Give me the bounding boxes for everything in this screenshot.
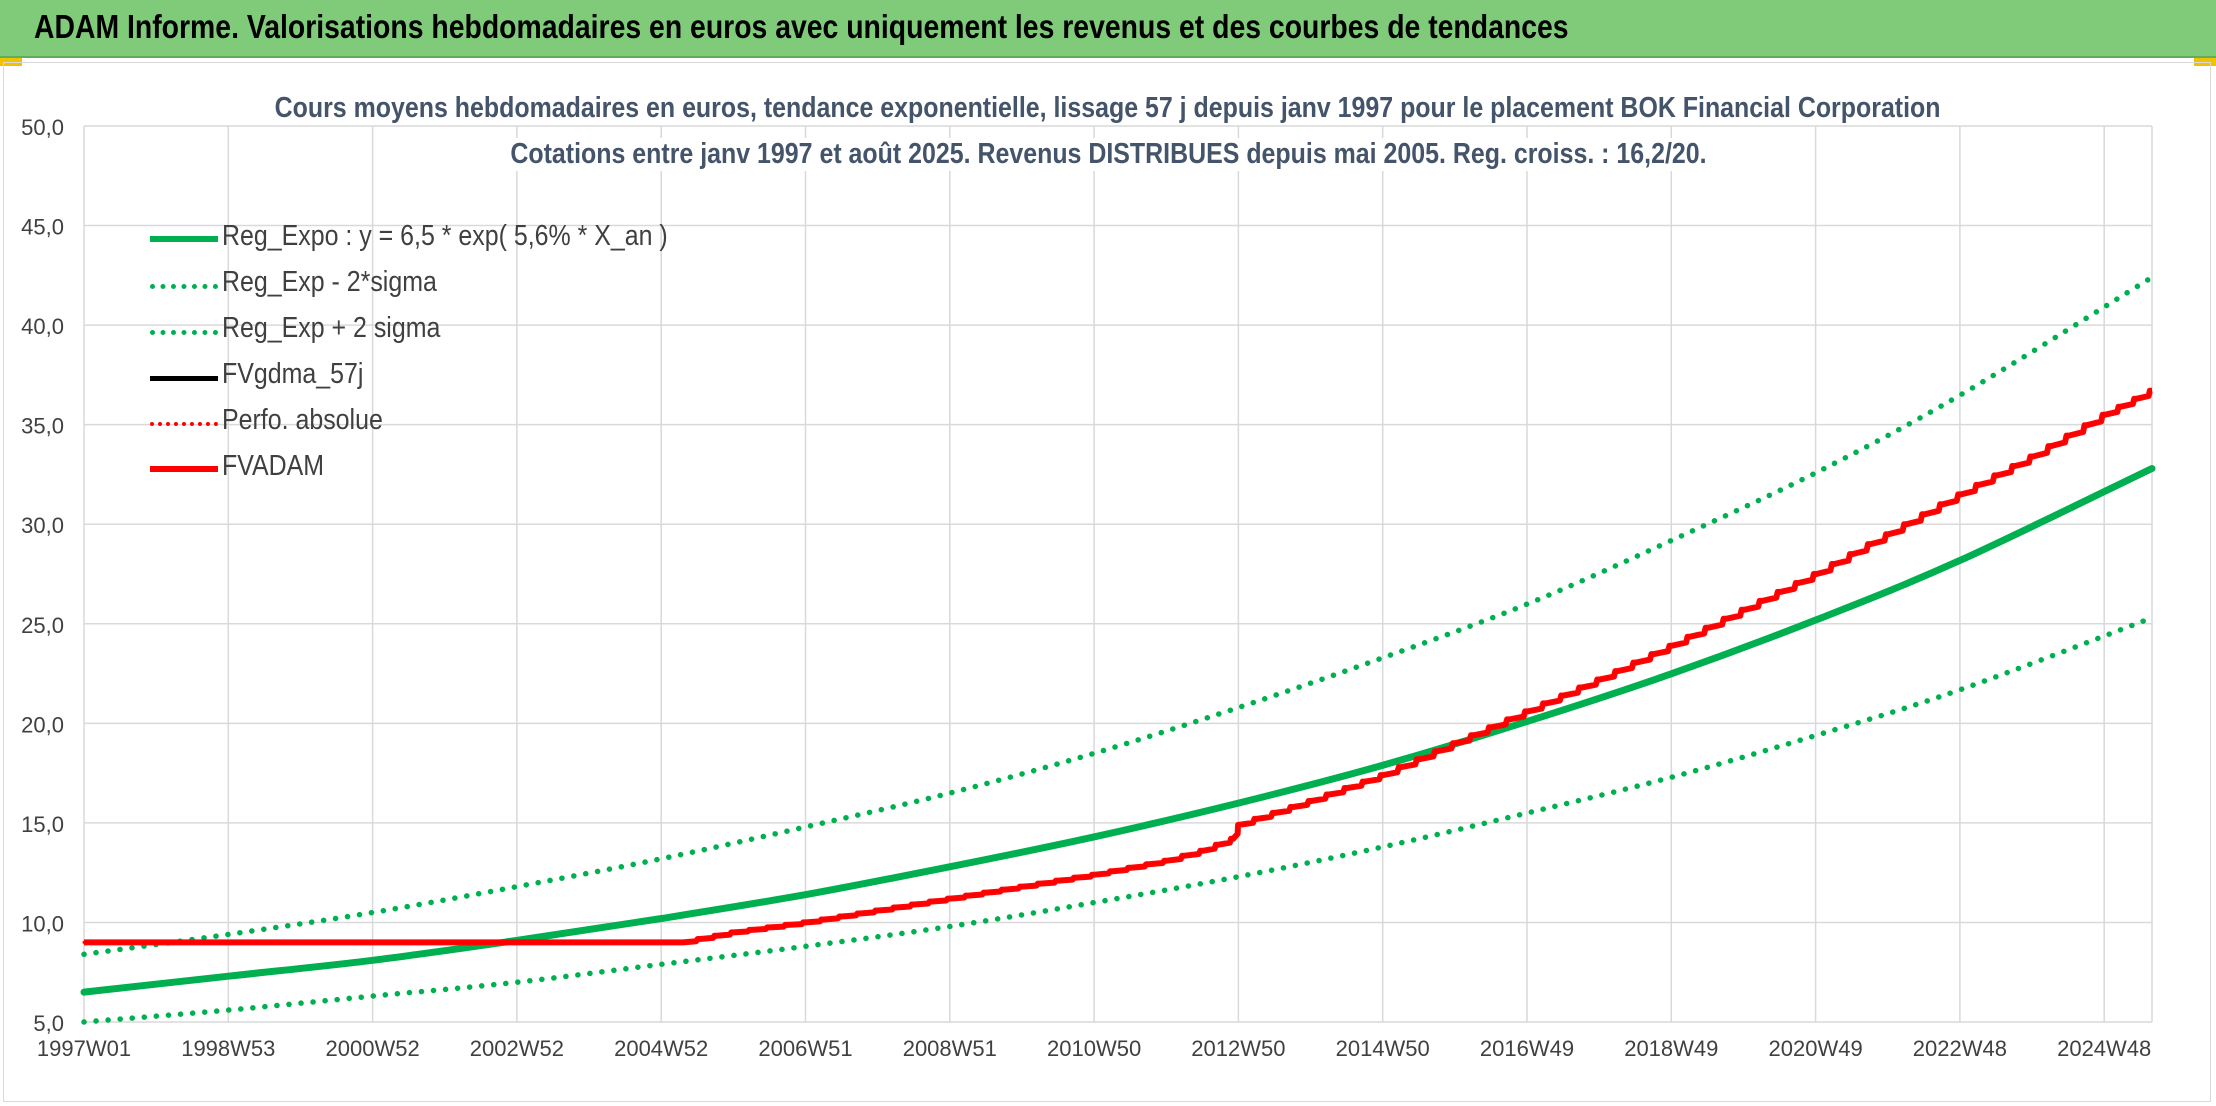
series-lines xyxy=(80,274,2156,1025)
series-fvadam xyxy=(84,387,2153,946)
x-tick-label: 2008W51 xyxy=(903,1036,997,1061)
x-tick-label: 2016W49 xyxy=(1480,1036,1574,1061)
series-reg-expo xyxy=(80,465,2156,996)
series-reg-exp-minus xyxy=(81,615,2155,1025)
x-axis-ticks: 1997W01 1998W53 2000W52 2002W52 2004W52 2006W… xyxy=(37,1036,2151,1061)
legend-label-reg-exp-plus: Reg_Exp + 2 sigma xyxy=(222,312,441,344)
y-tick-label: 25,0 xyxy=(21,613,64,638)
chart-frame xyxy=(3,62,2211,1102)
x-tick-label: 2002W52 xyxy=(470,1036,564,1061)
x-tick-label: 2022W48 xyxy=(1913,1036,2007,1061)
y-tick-label: 15,0 xyxy=(21,812,64,837)
y-axis-ticks: 5,0 10,0 15,0 20,0 25,0 30,0 35,0 40,0 45,0 50,0 xyxy=(21,115,64,1036)
y-tick-label: 5,0 xyxy=(33,1011,64,1036)
x-tick-label: 2006W51 xyxy=(758,1036,852,1061)
legend-label-perfo: Perfo. absolue xyxy=(222,404,383,436)
y-tick-label: 35,0 xyxy=(21,414,64,439)
y-tick-label: 30,0 xyxy=(21,513,64,538)
x-tick-label: 2020W49 xyxy=(1769,1036,1863,1061)
chart-title-wrap: Cours moyens hebdomadaires en euros, ten… xyxy=(0,92,2216,125)
legend-item-perfo: Perfo. absolue xyxy=(150,400,770,446)
y-tick-label: 20,0 xyxy=(21,712,64,737)
legend-label-fvgdma: FVgdma_57j xyxy=(222,358,364,390)
y-tick-label: 10,0 xyxy=(21,911,64,936)
x-tick-label: 2004W52 xyxy=(614,1036,708,1061)
legend-swatch-fvgdma xyxy=(150,376,218,381)
legend-swatch-reg-exp-minus xyxy=(150,284,218,289)
y-tick-label: 40,0 xyxy=(21,314,64,339)
x-tick-label: 2010W50 xyxy=(1047,1036,1141,1061)
legend-swatch-fvadam xyxy=(150,466,218,472)
legend-swatch-perfo xyxy=(150,422,218,426)
x-tick-label: 1998W53 xyxy=(181,1036,275,1061)
legend-swatch-reg-expo xyxy=(150,236,218,242)
legend-item-reg-exp-minus: Reg_Exp - 2*sigma xyxy=(150,262,770,308)
x-tick-label: 1997W01 xyxy=(37,1036,131,1061)
x-tick-label: 2000W52 xyxy=(326,1036,420,1061)
grid-lines xyxy=(83,125,2153,1023)
report-banner-title: ADAM Informe. Valorisations hebdomadaire… xyxy=(34,8,1569,45)
chart-title: Cours moyens hebdomadaires en euros, ten… xyxy=(268,92,1948,125)
legend-item-fvgdma: FVgdma_57j xyxy=(150,354,770,400)
report-banner: ADAM Informe. Valorisations hebdomadaire… xyxy=(0,0,2216,58)
x-tick-label: 2012W50 xyxy=(1191,1036,1285,1061)
legend-item-reg-exp-plus: Reg_Exp + 2 sigma xyxy=(150,308,770,354)
x-tick-label: 2018W49 xyxy=(1624,1036,1718,1061)
legend-swatch-reg-exp-plus xyxy=(150,330,218,335)
legend-label-reg-expo: Reg_Expo : y = 6,5 * exp( 5,6% * X_an ) xyxy=(222,220,668,252)
legend-item-reg-expo: Reg_Expo : y = 6,5 * exp( 5,6% * X_an ) xyxy=(150,216,770,262)
x-tick-label: 2014W50 xyxy=(1336,1036,1430,1061)
chart-subtitle-wrap: Cotations entre janv 1997 et août 2025. … xyxy=(0,138,2216,171)
legend-label-fvadam: FVADAM xyxy=(222,450,325,482)
chart-legend: Reg_Expo : y = 6,5 * exp( 5,6% * X_an ) … xyxy=(150,216,770,492)
legend-item-fvadam: FVADAM xyxy=(150,446,770,492)
y-tick-label: 50,0 xyxy=(21,115,64,140)
legend-label-reg-exp-minus: Reg_Exp - 2*sigma xyxy=(222,266,437,298)
series-reg-exp-plus xyxy=(81,274,2155,958)
x-tick-label: 2024W48 xyxy=(2057,1036,2151,1061)
chart-subtitle: Cotations entre janv 1997 et août 2025. … xyxy=(503,138,1713,171)
y-tick-label: 45,0 xyxy=(21,215,64,240)
